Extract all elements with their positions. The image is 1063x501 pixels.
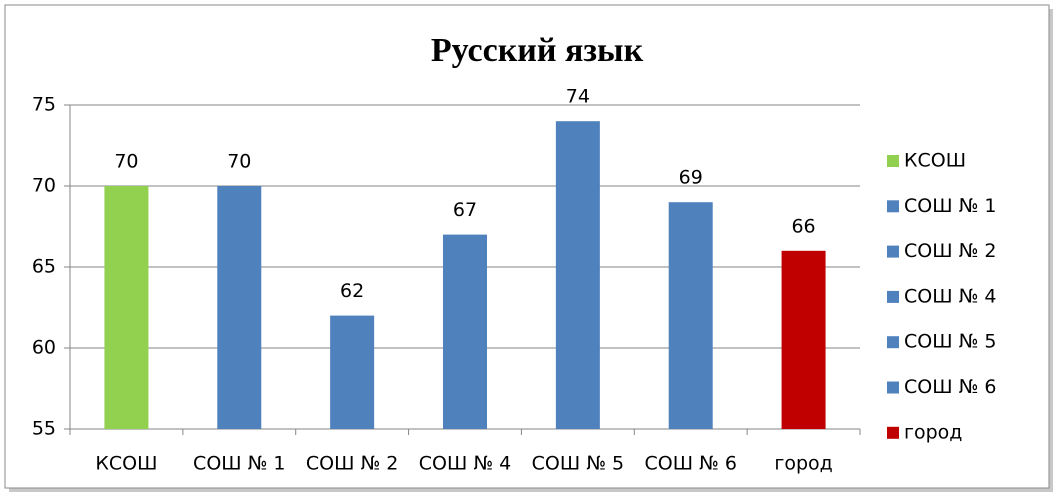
data-label: 70 xyxy=(227,151,251,173)
y-tick-label: 75 xyxy=(32,94,56,116)
legend-label: город xyxy=(904,421,962,443)
x-tick-label: СОШ № 6 xyxy=(644,453,736,475)
bar xyxy=(781,250,826,429)
legend-label: СОШ № 1 xyxy=(904,195,996,217)
data-label: 74 xyxy=(566,86,590,108)
data-label: 62 xyxy=(340,280,364,302)
data-label: 69 xyxy=(679,167,703,189)
chart-title: Русский язык xyxy=(431,32,644,69)
legend-swatch xyxy=(887,155,899,167)
y-tick-label: 65 xyxy=(32,256,56,278)
legend-label: СОШ № 2 xyxy=(904,240,996,262)
legend-label: СОШ № 6 xyxy=(904,376,996,398)
legend-swatch xyxy=(887,245,899,258)
legend-swatch xyxy=(887,381,899,394)
data-label: 70 xyxy=(114,151,138,173)
bar xyxy=(104,186,149,429)
bar xyxy=(668,202,713,429)
bar xyxy=(443,234,487,429)
bar xyxy=(330,315,375,429)
legend-label: СОШ № 5 xyxy=(904,331,996,353)
frame xyxy=(4,4,1050,489)
bar xyxy=(555,121,600,429)
x-tick-label: КСОШ xyxy=(95,453,157,475)
legend-label: КСОШ xyxy=(904,150,966,172)
legend-swatch xyxy=(887,200,899,213)
legend-swatch xyxy=(887,426,899,439)
x-tick-label: СОШ № 4 xyxy=(419,453,511,475)
y-tick-label: 55 xyxy=(32,418,56,440)
data-label: 67 xyxy=(453,199,477,221)
x-tick-label: СОШ № 1 xyxy=(193,453,285,475)
legend-label: СОШ № 4 xyxy=(904,285,996,307)
legend-swatch xyxy=(887,336,899,349)
bar xyxy=(217,186,262,429)
x-tick-label: город xyxy=(774,453,832,475)
legend-swatch xyxy=(887,290,899,303)
x-tick-label: СОШ № 2 xyxy=(306,453,398,475)
y-tick-label: 60 xyxy=(32,337,56,359)
data-label: 66 xyxy=(791,215,815,237)
y-tick-label: 70 xyxy=(32,175,56,197)
x-tick-label: СОШ № 5 xyxy=(532,453,624,475)
